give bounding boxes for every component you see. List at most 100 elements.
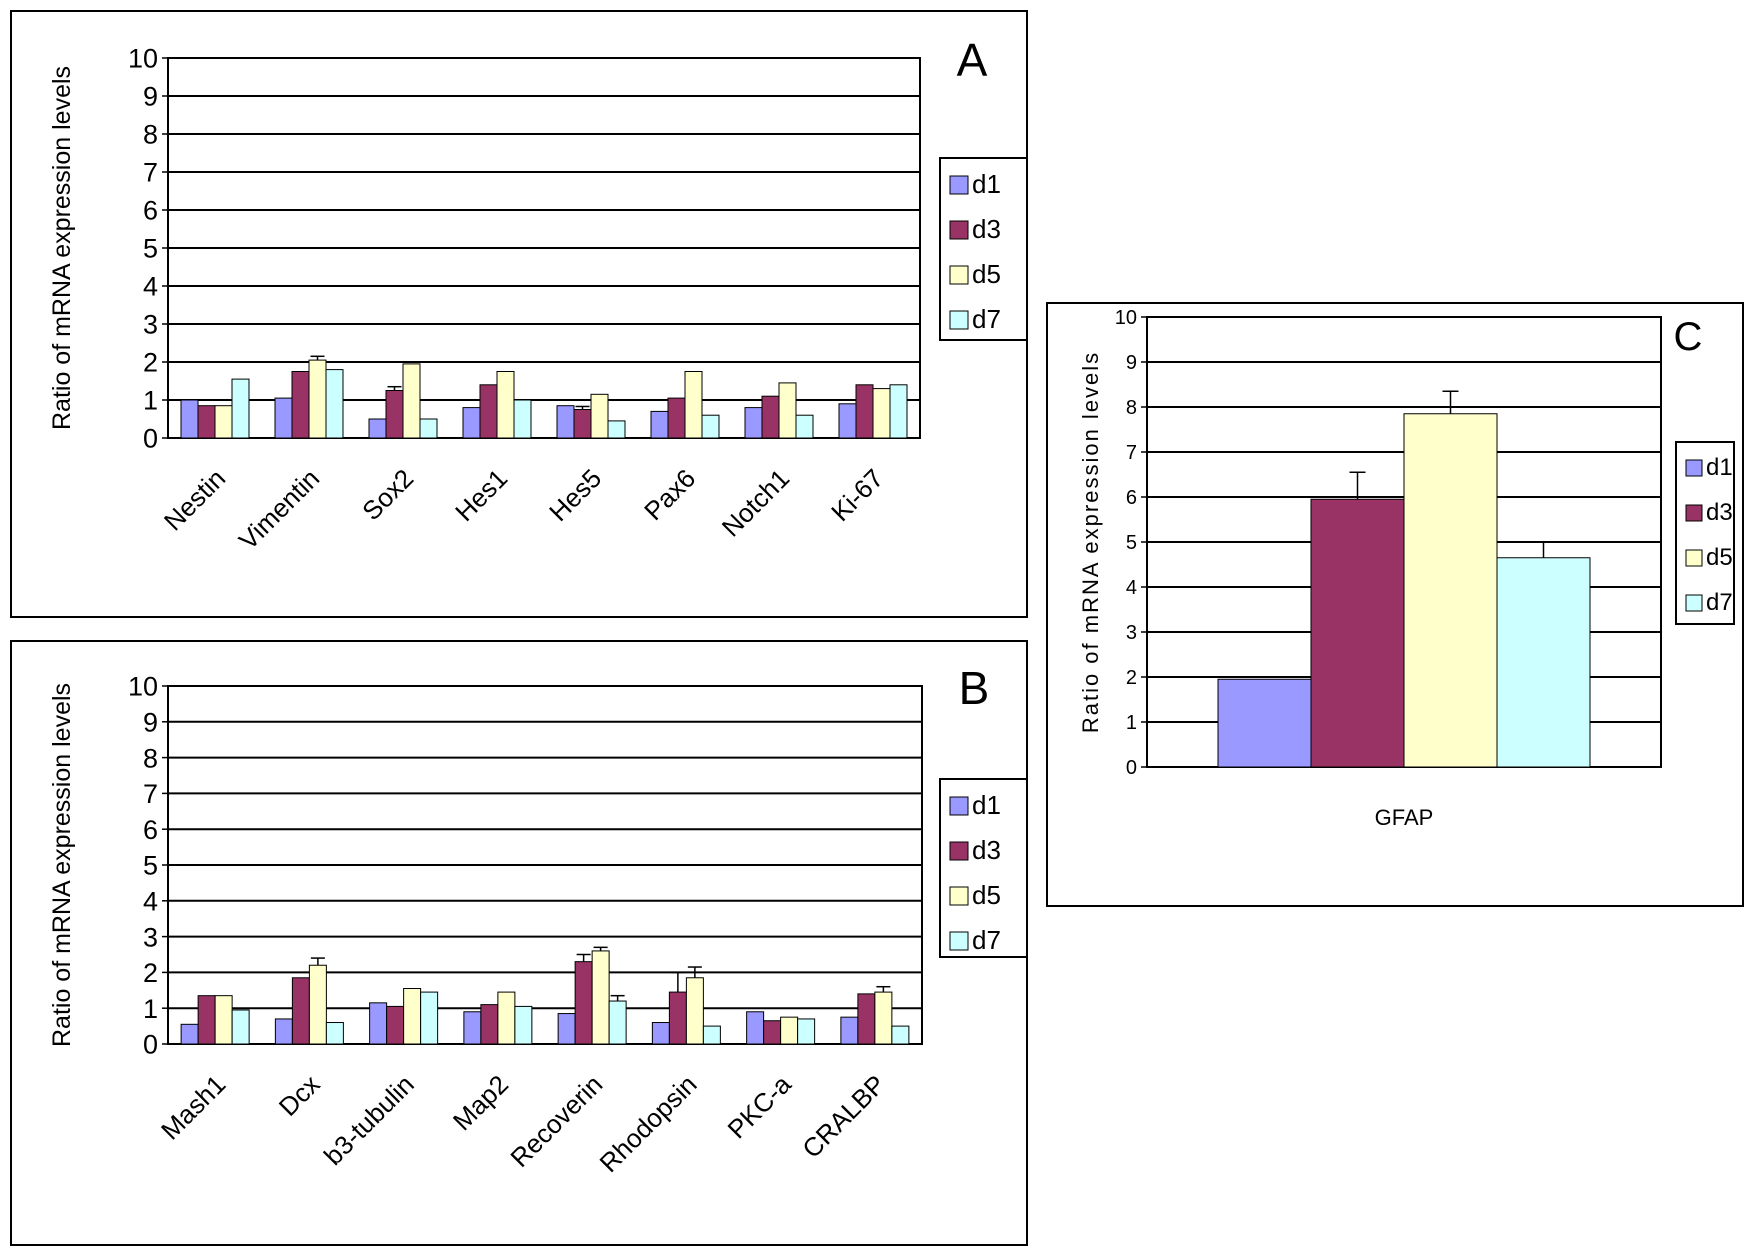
legend-box [939, 778, 1026, 958]
bar-d1 [180, 399, 199, 439]
y-tick-label: 1 [1126, 712, 1137, 734]
x-tick-label: GFAP [1375, 805, 1434, 830]
bar-d3 [291, 371, 310, 439]
y-tick-label: 3 [143, 922, 158, 952]
y-tick-label: 1 [143, 994, 158, 1024]
bar-d1 [368, 418, 387, 439]
legend-label-d5: d5 [1706, 544, 1733, 571]
bar-d1 [746, 1011, 765, 1045]
y-tick-label: 8 [143, 743, 158, 773]
y-tick-label: 9 [143, 82, 158, 112]
y-tick-label: 2 [143, 958, 158, 988]
bar-d7 [325, 369, 344, 439]
legend-swatch-d5 [949, 265, 969, 285]
x-tick-label: Dcx [273, 1069, 326, 1122]
bar-d1 [744, 407, 763, 439]
y-tick-label: 4 [143, 272, 158, 302]
bar-d5 [496, 371, 515, 439]
y-tick-label: 1 [143, 386, 158, 416]
bar-d1 [463, 1011, 482, 1045]
legend-swatch-d3 [1685, 504, 1703, 522]
y-tick-label: 0 [1126, 757, 1137, 779]
bar-d3 [385, 390, 404, 439]
bar-d3 [1310, 498, 1405, 768]
bar-d1 [840, 1016, 859, 1045]
y-tick-label: 5 [1126, 532, 1137, 554]
chart-b-svg: 0 1 2 3 4 5 6 7 8 9 10 Ratio of mRNA expression lev… [48, 662, 1026, 1178]
y-tick-label: 6 [143, 196, 158, 226]
bar-d7 [608, 1000, 627, 1045]
y-axis-label: Ratio of mRNA expression levels [48, 683, 76, 1047]
chart-a-svg: 0 1 2 3 4 5 6 7 8 9 10 Ratio of mRNA expression lev… [48, 34, 1026, 555]
x-tick-label: Map2 [447, 1069, 514, 1136]
y-tick-label: 0 [143, 424, 158, 454]
bar-d1 [274, 1018, 293, 1045]
bar-d7 [889, 384, 908, 439]
y-tick-label: 10 [1115, 307, 1137, 329]
x-tick-label: Pax6 [638, 463, 701, 526]
legend-label-d7: d7 [972, 304, 1001, 334]
y-axis-label: Ratio of mRNA expression levels [1078, 351, 1103, 733]
bar-d5 [403, 988, 422, 1045]
bar-d3 [763, 1020, 782, 1045]
y-tick-label: 6 [143, 815, 158, 845]
bar-d7 [513, 399, 532, 439]
bar-d5 [214, 405, 233, 439]
y-tick-label: 4 [143, 887, 158, 917]
legend-swatch-d5 [949, 886, 969, 906]
legend-swatch-d1 [949, 796, 969, 816]
y-tick-label: 9 [143, 708, 158, 738]
bar-d7 [419, 418, 438, 439]
legend-label-d3: d3 [972, 835, 1001, 865]
bar-d7 [891, 1025, 910, 1045]
x-tick-label: b3-tubulin [318, 1069, 420, 1171]
legend-label-d1: d1 [1706, 454, 1733, 481]
x-tick-label: Hes1 [449, 463, 513, 527]
legend-label-d1: d1 [972, 169, 1001, 199]
y-tick-label: 7 [1126, 442, 1137, 464]
y-tick-label: 5 [143, 851, 158, 881]
legend-label-d5: d5 [972, 259, 1001, 289]
chart-panel-c: 0 1 2 3 4 5 6 7 8 9 10 Ratio of mRNA expression lev… [1046, 302, 1744, 907]
bar-d3 [197, 405, 216, 439]
bar-d3 [386, 1005, 405, 1045]
legend-swatch-d1 [1685, 459, 1703, 477]
bar-d3 [197, 995, 216, 1045]
bar-d3 [573, 409, 592, 439]
y-tick-label: 10 [128, 672, 158, 702]
legend-label-d5: d5 [972, 880, 1001, 910]
bar-d5 [1403, 413, 1498, 768]
legend-swatch-d1 [949, 175, 969, 195]
legend-swatch-d3 [949, 841, 969, 861]
panel-letter: B [959, 662, 990, 714]
y-tick-label: 0 [143, 1030, 158, 1060]
chart-panel-a: 0 1 2 3 4 5 6 7 8 9 10 Ratio of mRNA expression lev… [10, 10, 1028, 618]
bar-d1 [462, 407, 481, 439]
bar-d3 [857, 993, 876, 1045]
bar-d7 [231, 1009, 250, 1045]
y-tick-label: 7 [143, 158, 158, 188]
y-tick-label: 10 [128, 44, 158, 74]
y-tick-label: 9 [1126, 352, 1137, 374]
bar-d5 [497, 991, 516, 1045]
x-tick-label: Ki-67 [825, 463, 889, 527]
bar-d1 [651, 1022, 670, 1045]
x-tick-label: Vimentin [233, 463, 325, 555]
y-tick-label: 6 [1126, 487, 1137, 509]
x-tick-label: Hes5 [543, 463, 607, 527]
legend-swatch-d7 [949, 931, 969, 951]
x-tick-label: CRALBP [796, 1069, 891, 1164]
legend-swatch-d7 [949, 310, 969, 330]
bar-d7 [797, 1018, 816, 1045]
bar-d7 [420, 991, 439, 1045]
bar-d5 [214, 995, 233, 1045]
bar-d5 [684, 371, 703, 439]
y-tick-label: 3 [1126, 622, 1137, 644]
panel-letter: C [1674, 315, 1703, 359]
x-tick-label: Rhodopsin [594, 1069, 703, 1178]
bar-d5 [685, 977, 704, 1045]
bar-d3 [668, 991, 687, 1045]
y-axis-label: Ratio of mRNA expression levels [48, 66, 76, 430]
chart-c-svg: 0 1 2 3 4 5 6 7 8 9 10 Ratio of mRNA expression lev… [1078, 307, 1735, 830]
bar-d3 [667, 397, 686, 439]
